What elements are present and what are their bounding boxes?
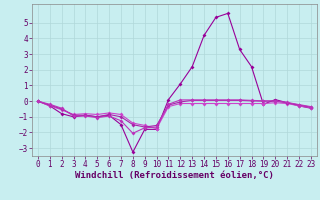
X-axis label: Windchill (Refroidissement éolien,°C): Windchill (Refroidissement éolien,°C): [75, 171, 274, 180]
